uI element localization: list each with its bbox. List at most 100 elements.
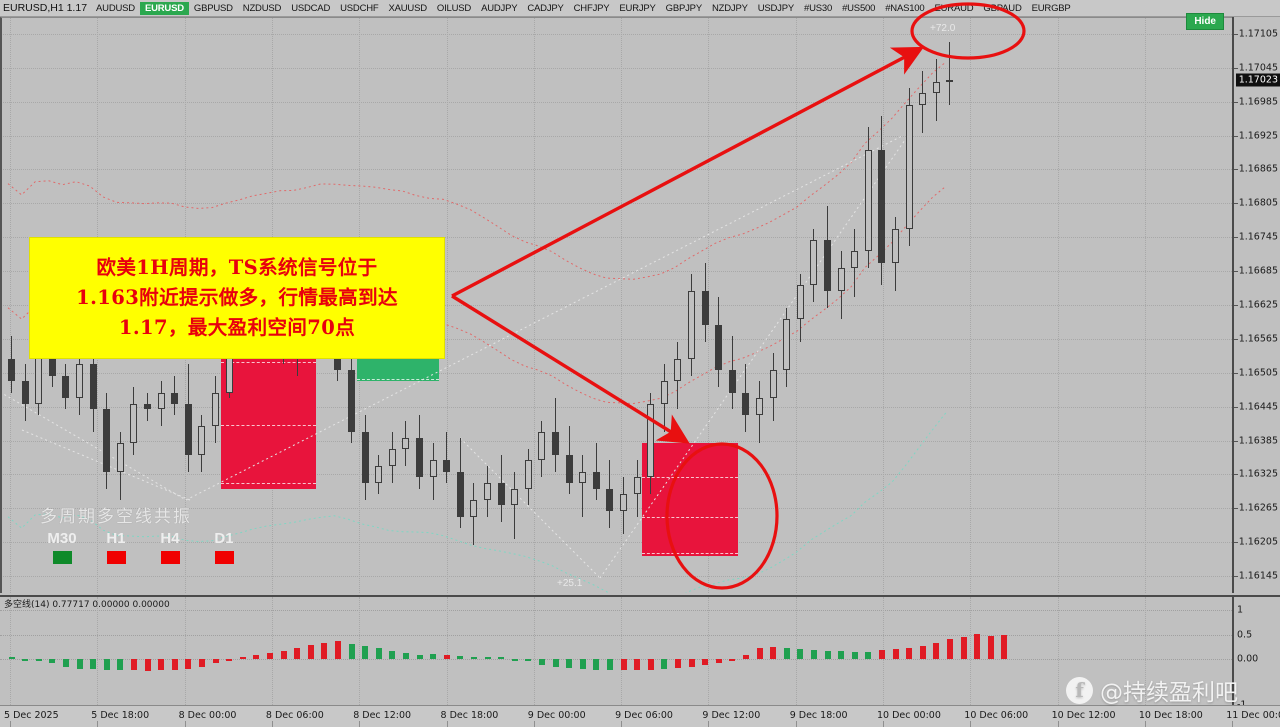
time-axis-label: 8 Dec 18:00 [440, 710, 499, 721]
time-axis-label: 9 Dec 06:00 [615, 710, 673, 721]
candle-body [76, 364, 83, 399]
symbol-tab-xauusd[interactable]: XAUUSD [388, 2, 428, 14]
symbol-tab-gbpaud[interactable]: GBPAUD [983, 2, 1022, 14]
time-axis-label: 11 Dec 00:00 [1226, 710, 1280, 721]
candle-body [715, 324, 723, 370]
annotation-line-3: 1.17，最大盈利空间70点 [118, 316, 356, 339]
indicator-histogram-bar [674, 659, 681, 669]
symbol-tab-oilusd[interactable]: OILUSD [436, 2, 472, 14]
chart-gridline-v [883, 17, 884, 593]
facebook-logo-icon: f [1066, 676, 1093, 704]
indicator-histogram-bar [307, 644, 314, 659]
candle-body [348, 369, 355, 433]
price-axis-tick [1234, 237, 1238, 239]
indicator-gridline-v [970, 597, 972, 705]
indicator-histogram-bar [321, 642, 328, 659]
price-axis-label: 1.16685 [1238, 265, 1278, 277]
indicator-histogram-bar [946, 639, 953, 659]
indicator-histogram-bar [62, 659, 69, 667]
indicator-histogram-bar [878, 650, 885, 659]
trend-projection-line [0, 391, 187, 501]
indicator-histogram-bar [76, 659, 83, 670]
indicator-histogram-bar [729, 659, 736, 661]
price-axis-label: 1.16865 [1238, 163, 1278, 175]
annotation-line-2: 1.163附近提示做多，行情最高到达 [76, 286, 398, 309]
candle-body [633, 477, 641, 495]
resonance-timeframe-label: H1 [106, 530, 126, 547]
chart-gridline-h [0, 33, 1232, 35]
candle-body [171, 392, 179, 404]
symbol-tab-eurgbp[interactable]: EURGBP [1031, 2, 1071, 14]
zone-dash-line [356, 379, 439, 381]
indicator-histogram-bar [158, 659, 165, 671]
trend-projection-line [459, 437, 601, 579]
legend-title: 多周期多空线共振 [40, 507, 192, 527]
resonance-timeframe-label: M30 [47, 530, 77, 547]
time-axis-label: 10 Dec 18:00 [1138, 710, 1203, 721]
indicator-histogram-bar [620, 659, 627, 671]
symbol-tab-nas100[interactable]: #NAS100 [885, 2, 925, 14]
time-axis-label: 9 Dec 12:00 [702, 710, 761, 721]
indicator-gridline-v [708, 597, 710, 705]
indicator-gridline-v [1144, 597, 1146, 705]
symbol-tab-eurjpy[interactable]: EURJPY [619, 2, 656, 14]
time-axis-tick [10, 721, 11, 727]
symbol-tab-gbpusd[interactable]: GBPUSD [193, 2, 233, 14]
indicator-gridline-v [271, 597, 273, 705]
symbol-tab-usdchf[interactable]: USDCHF [340, 2, 379, 14]
resonance-timeframe-label: D1 [214, 530, 234, 547]
price-axis-tick [1234, 271, 1238, 273]
candle-body [524, 460, 532, 489]
time-axis-tick [883, 721, 884, 727]
indicator-histogram-bar [634, 659, 641, 670]
candle-body [905, 104, 913, 229]
time-axis-label: 8 Dec 00:00 [178, 710, 237, 721]
resonance-status-swatch [214, 551, 234, 564]
indicator-gridline-v [184, 597, 186, 705]
yellow-annotation-box: 欧美1H周期，TS系统信号位于 1.163附近提示做多，行情最高到达 1.17，… [29, 237, 445, 359]
indicator-histogram-bar [851, 651, 858, 659]
time-axis-label: 10 Dec 12:00 [1051, 710, 1116, 721]
price-axis-label: 1.17105 [1238, 28, 1278, 40]
price-axis[interactable]: 1.17105 1.17045 1.16985 1.16925 1.16865 1.168… [1232, 17, 1280, 593]
candle-body [592, 471, 600, 489]
candle-body [769, 369, 777, 399]
indicator-gridline [0, 635, 1232, 636]
indicator-gridline-v [621, 597, 623, 705]
symbol-tab-usdcad[interactable]: USDCAD [291, 2, 331, 14]
indicator-histogram-bar [35, 659, 42, 662]
symbol-tab-chfjpy[interactable]: CHFJPY [573, 2, 610, 14]
profit-tag-bottom: +25.1 [557, 578, 583, 589]
indicator-histogram-bar [593, 659, 600, 670]
symbol-tab-eurusd[interactable]: EURUSD [139, 1, 189, 15]
symbol-tab-us500[interactable]: #US500 [842, 2, 876, 14]
indicator-subwindow[interactable] [0, 595, 1232, 705]
indicator-histogram-bar [511, 659, 518, 661]
indicator-histogram-bar [606, 659, 613, 670]
price-axis-tick [1234, 338, 1238, 340]
symbol-tab-nzdusd[interactable]: NZDUSD [242, 2, 282, 14]
symbol-tab-cadjpy[interactable]: CADJPY [527, 2, 564, 14]
symbol-tab-audjpy[interactable]: AUDJPY [481, 2, 518, 14]
time-axis-tick [271, 721, 273, 727]
hide-button[interactable]: Hide [1186, 13, 1224, 30]
symbol-tab-audusd[interactable]: AUDUSD [96, 2, 135, 14]
candle-wick [514, 471, 516, 540]
symbol-tab-nzdjpy[interactable]: NZDJPY [711, 2, 748, 14]
indicator-histogram-bar [647, 659, 654, 670]
price-axis-label: 1.16505 [1238, 367, 1278, 379]
price-axis-label: 1.16145 [1238, 570, 1278, 582]
candle-body [728, 369, 736, 393]
candle-body [416, 437, 423, 478]
candle-body [103, 409, 111, 472]
watermark: f @持续盈利吧 [1066, 673, 1238, 707]
time-axis-tick [533, 721, 535, 727]
time-axis[interactable]: 5 Dec 2025 5 Dec 18:00 8 Dec 00:00 8 Dec 06… [0, 705, 1280, 727]
symbol-tab-gbpjpy[interactable]: GBPJPY [665, 2, 702, 14]
candle-body [864, 149, 872, 252]
symbol-tab-euraud[interactable]: EURAUD [934, 2, 974, 14]
symbol-tab-us30[interactable]: #US30 [804, 2, 833, 14]
symbol-tab-usdjpy[interactable]: USDJPY [757, 2, 794, 14]
symbol-tab-bar[interactable]: EURUSD,H1 1.17 AUDUSD EURUSD GBPUSD NZDUSD U… [0, 0, 1280, 17]
resonance-status-swatch [160, 551, 180, 564]
